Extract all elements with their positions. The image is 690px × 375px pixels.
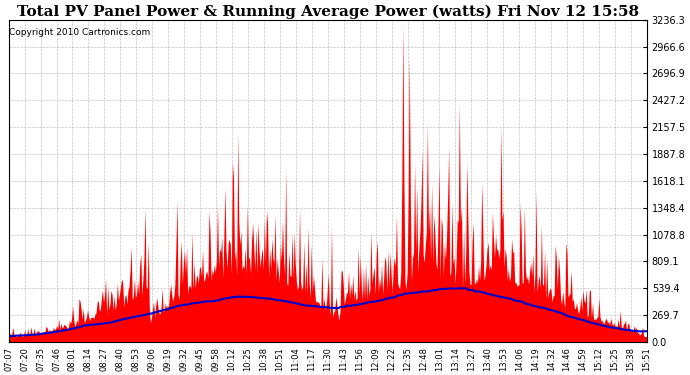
Text: Copyright 2010 Cartronics.com: Copyright 2010 Cartronics.com [9,28,150,37]
Title: Total PV Panel Power & Running Average Power (watts) Fri Nov 12 15:58: Total PV Panel Power & Running Average P… [17,4,639,18]
